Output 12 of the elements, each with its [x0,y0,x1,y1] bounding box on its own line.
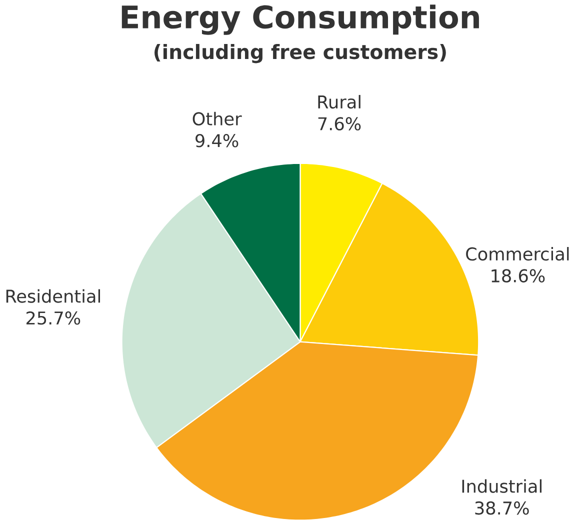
data-label: 7.6% [318,117,361,131]
data-label: 9.4% [196,134,238,148]
slice-label: Other [192,112,242,126]
data-label: 18.6% [492,269,545,283]
slice-label: Rural [318,95,360,109]
data-label: 25.7% [26,311,80,325]
chart-title: Energy Consumption [122,4,479,36]
slice-label: Residential [6,289,100,303]
chart-subtitle: (including free customers) [154,44,446,64]
slice-label: Industrial [462,479,542,493]
slice-label: Commercial [466,247,569,261]
data-label: 38.7% [475,502,529,515]
